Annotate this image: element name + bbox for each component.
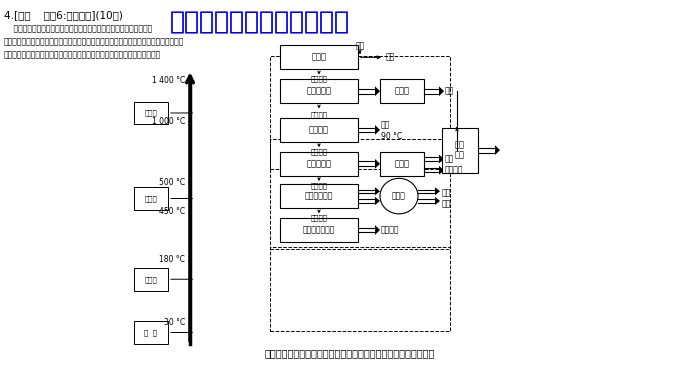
Polygon shape	[375, 187, 380, 195]
Polygon shape	[375, 125, 380, 135]
Text: 电能: 电能	[445, 155, 454, 163]
Bar	[270, 57, 450, 170]
Text: 锅炉余热: 锅炉余热	[309, 125, 329, 134]
Ellipse shape	[380, 178, 418, 214]
Text: 中温蒸汽: 中温蒸汽	[311, 183, 328, 189]
Text: 中温段: 中温段	[145, 195, 158, 202]
Bar	[134, 321, 168, 344]
Text: 中温热水: 中温热水	[311, 215, 328, 221]
Bar	[134, 102, 168, 124]
Polygon shape	[495, 145, 500, 155]
Bar	[442, 127, 478, 173]
Text: 工业蒸汽: 工业蒸汽	[445, 166, 463, 175]
Text: 排烟: 排烟	[381, 121, 391, 130]
Text: 1 400 °C: 1 400 °C	[152, 76, 185, 85]
Text: 空气: 空气	[386, 53, 396, 62]
Polygon shape	[435, 187, 440, 195]
Text: 蒸汽机透平: 蒸汽机透平	[307, 159, 332, 168]
Polygon shape	[435, 197, 440, 205]
Bar	[280, 218, 358, 242]
Text: 供电
系统: 供电 系统	[455, 141, 465, 160]
Bar	[280, 152, 358, 176]
Text: 冷热电三联供是指以天然气为主的燃气发电系统，可分布于负荷较大: 冷热电三联供是指以天然气为主的燃气发电系统，可分布于负荷较大	[4, 24, 153, 33]
Bar	[280, 45, 358, 70]
Bar	[380, 152, 424, 176]
Text: 450 °C: 450 °C	[159, 207, 185, 216]
Text: 高温段: 高温段	[145, 110, 158, 116]
Polygon shape	[375, 197, 380, 205]
Text: 燃料: 燃料	[356, 41, 365, 50]
Bar	[134, 187, 168, 210]
Polygon shape	[439, 155, 444, 163]
Polygon shape	[439, 166, 444, 175]
Text: 发电机: 发电机	[395, 87, 409, 96]
Text: 微信公众号关注，趣找答案: 微信公众号关注，趣找答案	[170, 10, 350, 34]
Text: 180 °C: 180 °C	[159, 255, 185, 264]
Text: 发电机: 发电机	[395, 159, 409, 168]
Bar	[270, 247, 450, 331]
Bar	[280, 184, 358, 208]
Text: 高温火焰: 高温火焰	[311, 76, 328, 82]
Polygon shape	[439, 86, 444, 96]
Bar	[270, 139, 450, 248]
Text: 蒸汽机透平: 蒸汽机透平	[307, 87, 332, 96]
Text: 指出与传统火电厂相比，冷热电三联供系统能源利用的主要优势。: 指出与传统火电厂相比，冷热电三联供系统能源利用的主要优势。	[265, 348, 435, 359]
Text: 水蓄能: 水蓄能	[392, 192, 406, 201]
Bar	[280, 118, 358, 142]
Text: 电能: 电能	[445, 87, 454, 96]
Bar	[134, 268, 168, 290]
Text: 远离居民区。下图为冷热电三联供系统能源利用方式图，据此完成下列要求。: 远离居民区。下图为冷热电三联供系统能源利用方式图，据此完成下列要求。	[4, 50, 161, 59]
Text: 的工业园区及规模较大的居民区。传统火电厂利用燃煤产生高温蒸汽发电，规模大且一般: 的工业园区及规模较大的居民区。传统火电厂利用燃煤产生高温蒸汽发电，规模大且一般	[4, 37, 184, 46]
Polygon shape	[375, 225, 380, 235]
Text: 微信公众号关注，趣找答案: 微信公众号关注，趣找答案	[170, 10, 350, 34]
Text: 高温蒸汽: 高温蒸汽	[311, 149, 328, 155]
Text: 90 °C: 90 °C	[381, 132, 402, 141]
Polygon shape	[375, 86, 380, 96]
Text: 吸收制冷机组: 吸收制冷机组	[304, 192, 333, 201]
Text: 30 °C: 30 °C	[164, 318, 185, 327]
Text: 500 °C: 500 °C	[159, 178, 185, 187]
Text: 高温烟气: 高温烟气	[311, 112, 328, 118]
Text: 4.[地理    选修6:环境保护](10分): 4.[地理 选修6:环境保护](10分)	[4, 10, 123, 20]
Text: 1 000 °C: 1 000 °C	[152, 117, 185, 125]
Text: 采暖: 采暖	[442, 200, 452, 209]
Text: 卫生热水: 卫生热水	[381, 226, 400, 234]
Text: 余热回收换热器: 余热回收换热器	[303, 226, 335, 234]
Text: 制冷: 制冷	[442, 188, 452, 197]
Text: 燃烧室: 燃烧室	[312, 53, 326, 62]
Text: 环  境: 环 境	[144, 329, 158, 336]
Polygon shape	[375, 159, 380, 169]
Bar	[380, 79, 424, 103]
Bar	[280, 79, 358, 103]
Text: 低温段: 低温段	[145, 276, 158, 283]
